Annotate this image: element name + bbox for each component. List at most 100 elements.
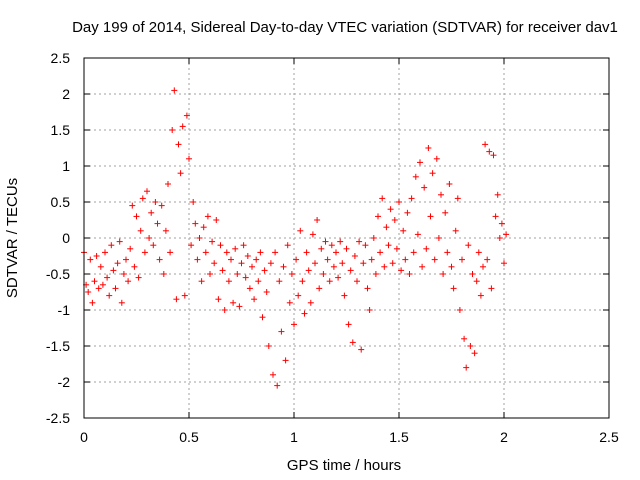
data-point [284,242,291,249]
data-point [183,112,190,119]
data-point [400,227,407,234]
data-point [393,245,400,252]
data-point [301,310,308,317]
data-point [303,249,310,256]
data-point [177,170,184,177]
data-point [110,267,117,274]
data-point [255,278,262,285]
data-point [305,267,312,274]
data-point [253,256,260,263]
data-point [106,292,113,299]
data-point [324,256,331,263]
data-point [190,199,197,205]
data-point [135,274,142,281]
data-point [433,155,440,162]
data-point [223,249,230,256]
data-point [316,285,323,292]
data-point [93,253,100,259]
data-point [456,307,463,313]
data-point [379,195,386,202]
data-point [150,242,157,249]
data-point [263,289,270,295]
x-tick-label: 1 [290,429,298,445]
data-point [202,249,209,256]
data-point [427,213,434,220]
data-point [215,296,222,303]
axis-ticks: 2.5 2 1.5 1 0.5 0 -0.5 -1 -1.5 -2 -2.5 0 0.5 1 1.5 2 2.5 [46,50,619,445]
data-point [381,263,388,270]
data-point [341,292,348,299]
data-point [438,191,444,198]
data-point [391,217,398,223]
data-point [360,260,367,267]
data-point [370,235,377,241]
y-tick-label: 2 [62,86,70,102]
y-tick-label: 0 [62,230,70,246]
data-point [228,256,234,263]
data-point [270,371,276,378]
data-point [154,220,161,227]
data-point [337,238,344,245]
data-point [288,271,295,277]
data-point [425,145,432,151]
data-point [144,188,150,195]
data-point [501,260,507,267]
data-point [375,213,381,220]
x-tick-label: 0.5 [179,429,199,445]
data-point [389,260,396,267]
data-point [238,260,245,267]
data-point [442,209,449,216]
data-point [204,213,211,220]
data-point [385,242,392,249]
data-point [280,263,287,270]
data-point [398,267,405,274]
data-point [242,274,249,281]
data-point [372,271,379,277]
data-point [156,256,163,263]
data-point [211,260,218,267]
data-point [261,267,268,274]
data-point [95,285,102,292]
data-point [127,245,134,252]
data-point [450,285,457,292]
grid-lines [84,58,609,418]
data-point [343,245,350,252]
data-point [431,256,438,263]
data-point [99,281,106,288]
y-tick-label: -1 [58,302,71,318]
data-point [333,249,339,256]
data-point [314,217,321,223]
data-point [488,285,495,292]
data-point [158,202,165,209]
data-point [167,249,174,256]
data-point [87,256,94,263]
data-point [116,238,123,245]
data-point [408,195,415,202]
data-point [236,303,243,310]
data-point [194,256,201,263]
data-point [383,224,390,231]
data-point [160,271,167,277]
data-point [240,242,247,249]
y-tick-label: 1 [62,158,70,174]
data-point [173,296,180,303]
data-point [423,245,430,252]
data-point [396,199,402,205]
data-point [91,278,98,285]
data-point [141,249,148,256]
data-point [225,278,232,285]
data-point [272,249,279,256]
data-point [162,227,169,234]
data-point [108,242,115,249]
data-point [335,274,342,281]
y-tick-label: -2 [58,374,71,390]
y-tick-label: 1.5 [51,122,71,138]
data-point [477,292,484,299]
data-point [494,191,501,198]
data-point [299,278,306,285]
data-point [169,127,176,133]
data-point [387,206,394,213]
y-tick-label: -2.5 [46,410,70,426]
data-point [129,202,136,209]
